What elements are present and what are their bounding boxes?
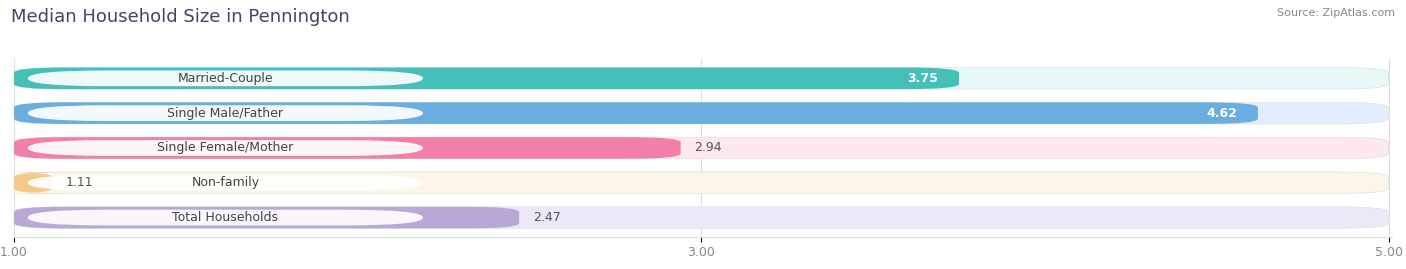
FancyBboxPatch shape [28,175,423,191]
FancyBboxPatch shape [14,137,681,159]
Text: 1.11: 1.11 [66,176,93,189]
Text: Source: ZipAtlas.com: Source: ZipAtlas.com [1277,8,1395,18]
FancyBboxPatch shape [28,210,423,225]
FancyBboxPatch shape [28,140,423,156]
FancyBboxPatch shape [14,172,1389,194]
Text: Single Male/Father: Single Male/Father [167,107,284,120]
FancyBboxPatch shape [14,68,1389,89]
FancyBboxPatch shape [28,70,423,86]
Text: Total Households: Total Households [173,211,278,224]
Text: 2.47: 2.47 [533,211,561,224]
Text: 4.62: 4.62 [1206,107,1237,120]
FancyBboxPatch shape [14,102,1258,124]
Text: Married-Couple: Married-Couple [177,72,273,85]
FancyBboxPatch shape [28,105,423,121]
Text: 2.94: 2.94 [695,141,723,154]
Text: Single Female/Mother: Single Female/Mother [157,141,294,154]
FancyBboxPatch shape [14,102,1389,124]
FancyBboxPatch shape [14,207,1389,228]
FancyBboxPatch shape [14,207,519,228]
FancyBboxPatch shape [14,68,959,89]
FancyBboxPatch shape [0,172,66,194]
Text: Median Household Size in Pennington: Median Household Size in Pennington [11,8,350,26]
FancyBboxPatch shape [14,137,1389,159]
Text: 3.75: 3.75 [907,72,938,85]
Text: Non-family: Non-family [191,176,260,189]
